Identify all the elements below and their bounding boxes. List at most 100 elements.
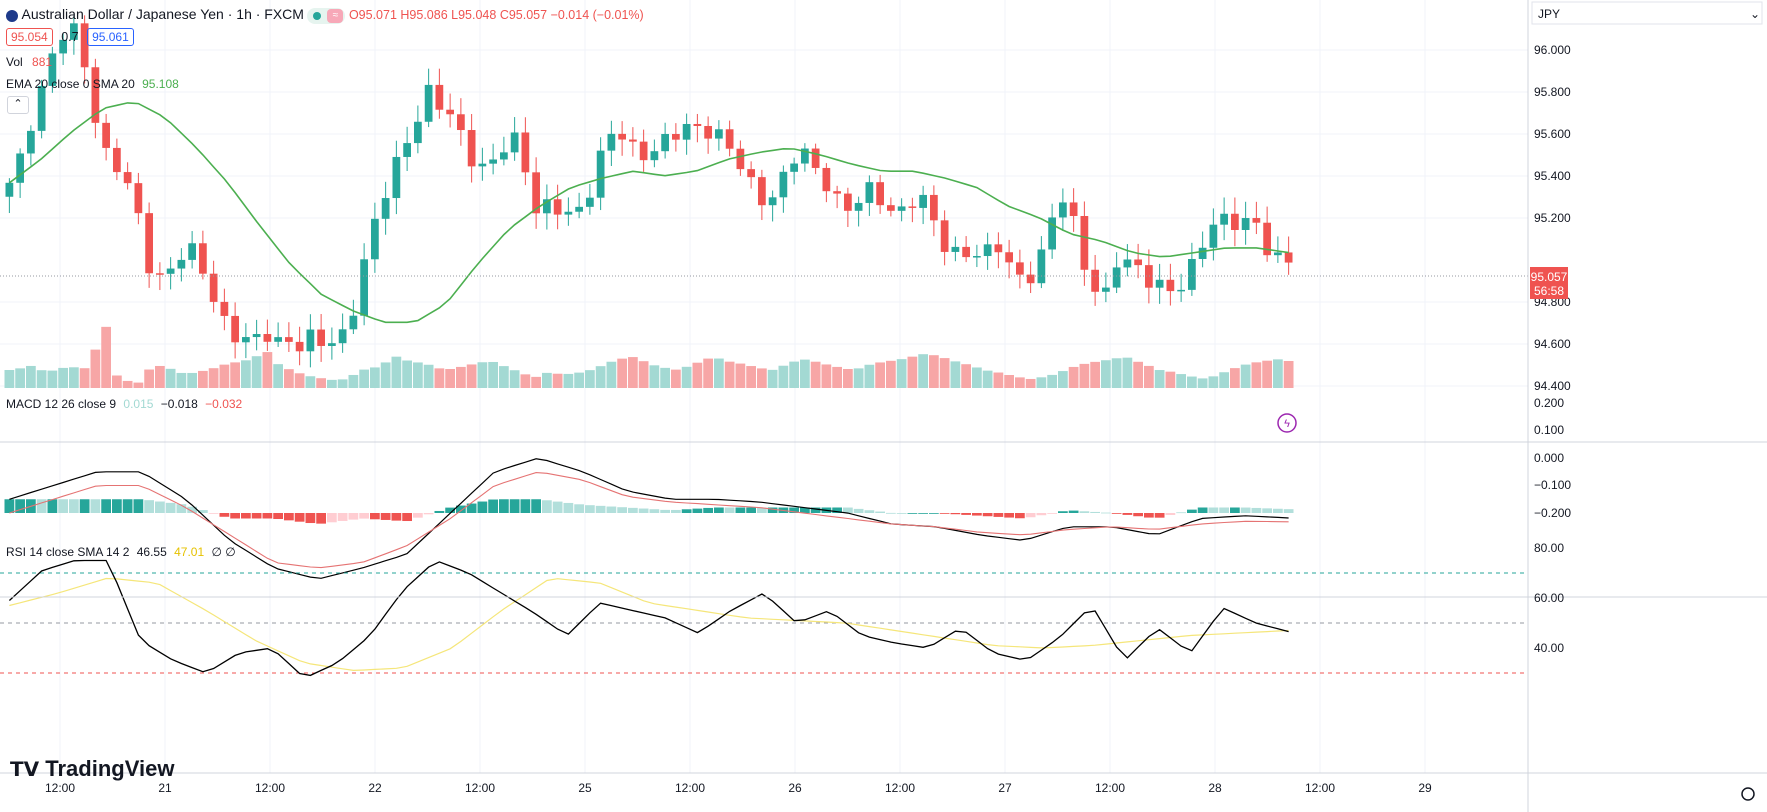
symbol-title[interactable]: Australian Dollar / Japanese Yen · 1h · … (21, 6, 304, 22)
macd-histogram-bar (628, 507, 638, 513)
vol-label[interactable]: Vol (6, 55, 23, 69)
ema-label[interactable]: EMA 20 close 0 SMA 20 (6, 77, 135, 91)
macd-histogram-bar (133, 499, 144, 513)
candle-body (209, 273, 218, 302)
candle-body (596, 150, 605, 198)
time-axis: 12:00 21 12:00 22 12:00 25 12:00 26 12:00 27 12:00… (45, 781, 1432, 795)
rsi-sma-value: 47.01 (174, 545, 205, 559)
rsi-levels (0, 572, 1528, 674)
macd-histogram-bar (595, 505, 606, 513)
volume-bar (122, 380, 133, 388)
macd-histogram-bar (423, 513, 434, 515)
candle-body (575, 206, 583, 212)
lightning-icon[interactable] (1277, 413, 1297, 433)
macd-histogram-bar (896, 513, 907, 514)
rsi-label[interactable]: RSI 14 close SMA 14 2 (6, 545, 130, 559)
volume-bar (660, 367, 670, 388)
macd-histogram-bar (58, 499, 68, 513)
volume-bar (821, 364, 832, 388)
volume-bar (767, 369, 778, 388)
volume-bar (1165, 371, 1176, 388)
bid-price[interactable]: 95.054 (6, 28, 53, 46)
volume-bar (735, 363, 746, 388)
macd-tick: 0.200 (1534, 396, 1564, 410)
volume-bar (520, 374, 531, 388)
macd-histogram-bar (1176, 512, 1186, 514)
volume-bar (456, 366, 466, 388)
time-tick: 12:00 (255, 781, 285, 795)
volume-bar (251, 356, 262, 388)
macd-legend: MACD 12 26 close 9 0.015 −0.018 −0.032 (6, 397, 242, 411)
candle-body (639, 141, 648, 161)
macd-histogram-bar (112, 499, 122, 513)
time-tick: 21 (158, 781, 172, 795)
volume-bar (982, 370, 993, 388)
volume-bar (681, 366, 692, 388)
macd-histogram-bar (1004, 513, 1014, 518)
price-axis: 96.00095.80095.60095.40095.20094.80094.6… (1534, 43, 1571, 393)
volume-bar (1111, 358, 1122, 388)
volume-bar (972, 367, 982, 388)
currency-selector[interactable] (1531, 1, 1763, 25)
macd-histogram-bar (1273, 508, 1283, 513)
volume-bar (918, 354, 928, 388)
volume-bar (273, 364, 283, 388)
macd-histogram-bar (746, 507, 756, 513)
macd-histogram-bar (1090, 511, 1100, 513)
volume-bar (176, 372, 187, 388)
macd-label[interactable]: MACD 12 26 close 9 (6, 397, 117, 411)
macd-histogram-bar (606, 506, 617, 513)
macd-histogram-bar (789, 507, 799, 513)
candle-body (478, 163, 487, 167)
volume-bar (380, 362, 391, 388)
spread: 0.7 (61, 30, 79, 44)
candle-body (134, 183, 143, 214)
symbol-legend: Australian Dollar / Japanese Yen · 1h · … (6, 6, 644, 24)
candle-body (1134, 259, 1142, 266)
macd-histogram-bar (488, 499, 498, 513)
candle-body (661, 133, 669, 152)
svg-text:ϟ: ϟ (1284, 418, 1290, 430)
volume-bar (606, 361, 617, 388)
candle-body (263, 334, 272, 342)
volume-bar (531, 376, 541, 388)
macd-histogram-bar (520, 499, 531, 513)
volume-bar (47, 370, 58, 388)
candle-body (274, 337, 282, 342)
candle-body (586, 197, 594, 207)
volume-bar (896, 359, 907, 388)
candle-body (919, 194, 927, 208)
volume-bar (574, 372, 584, 388)
market-status-pill[interactable]: ≈ (307, 7, 346, 24)
volume-bar (402, 360, 412, 388)
candle-body (758, 177, 766, 206)
macd-histogram-bar (380, 513, 391, 520)
candle-body (285, 337, 293, 342)
macd-histogram-bar (950, 513, 961, 515)
tradingview-logo[interactable]: 𝗧𝗩 TradingView (10, 756, 174, 782)
macd-histogram-bar (176, 504, 187, 513)
macd-histogram-bar (1197, 507, 1208, 513)
macd-histogram-bar (284, 513, 294, 521)
candle-body (822, 167, 831, 192)
macd-line (9, 458, 1289, 579)
volume-bar (746, 366, 756, 388)
macd-histogram-bar (1165, 513, 1176, 515)
volume-bar (58, 367, 68, 388)
volume-bar (864, 364, 875, 388)
macd-histogram-bar (327, 513, 337, 523)
ohlc-close: C95.057 (499, 8, 548, 22)
volume-bar (1047, 374, 1057, 388)
volume-bar (36, 370, 47, 388)
macd-histogram-bar (574, 504, 584, 513)
ohlc-high: H95.086 (400, 8, 448, 22)
macd-histogram-bar (402, 513, 412, 522)
ask-price[interactable]: 95.061 (87, 28, 134, 46)
settings-gear-icon[interactable] (1741, 787, 1755, 801)
volume-bar (316, 378, 326, 388)
macd-histogram-bar (757, 507, 767, 513)
price-tick: 96.000 (1534, 43, 1571, 57)
volume-bar (15, 368, 25, 388)
legend-toggle[interactable]: ⌃ (7, 96, 29, 114)
